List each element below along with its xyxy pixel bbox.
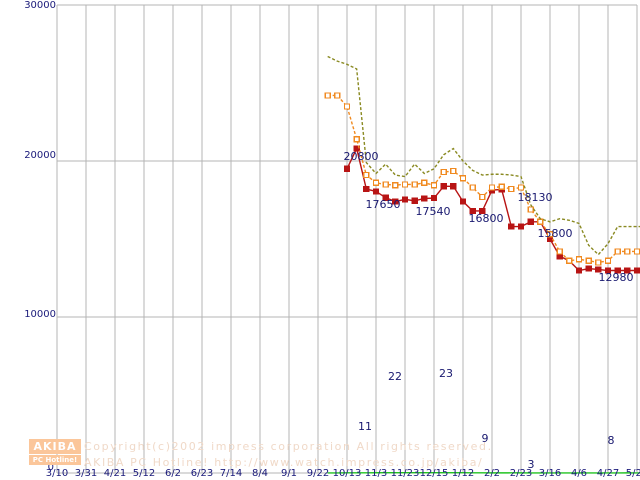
data-point-label: 16800 <box>468 212 504 225</box>
data-point-label: 17650 <box>365 198 401 211</box>
x-tick-label: 4/21 <box>103 468 127 479</box>
x-tick-label: 6/2 <box>164 468 182 479</box>
gridlines <box>56 4 638 474</box>
series-price-high <box>327 55 640 256</box>
x-tick-label: 11/23 <box>390 468 420 479</box>
x-tick-label: 3/16 <box>538 468 562 479</box>
series-price-low <box>343 145 640 274</box>
x-tick-label: 2/2 <box>483 468 501 479</box>
data-point-label: 12980 <box>598 271 634 284</box>
watermark-url-line: AKIBA PC Hotline! http://www.watch.impre… <box>84 456 484 469</box>
x-tick-label: 2/23 <box>509 468 533 479</box>
data-point-label: 23 <box>439 367 453 380</box>
akiba-logo-title: AKIBA <box>29 439 81 454</box>
data-point-label: 18130 <box>517 191 553 204</box>
data-point-label: 17540 <box>415 205 451 218</box>
data-point-label: 11 <box>358 420 372 433</box>
x-tick-label: 4/6 <box>570 468 588 479</box>
x-tick-label: 6/23 <box>190 468 214 479</box>
data-point-label: 15800 <box>537 227 573 240</box>
x-tick-label: 3/31 <box>74 468 98 479</box>
x-tick-label: 11/3 <box>364 468 388 479</box>
x-tick-label: 5/25 <box>625 468 640 479</box>
akiba-logo-subtitle: PC Hotline! <box>29 455 81 465</box>
y-tick-0: 0 <box>47 462 54 473</box>
data-point-label: 3 <box>527 458 535 471</box>
data-point-label: 22 <box>388 370 402 383</box>
x-tick-label: 12/15 <box>419 468 449 479</box>
x-tick-label: 8/4 <box>251 468 269 479</box>
data-point-label: 9 <box>481 432 489 445</box>
y-tick-10000: 10000 <box>24 309 56 320</box>
x-tick-label: 9/22 <box>306 468 330 479</box>
akiba-logo: AKIBA PC Hotline! <box>29 439 81 466</box>
series-price-mid <box>324 92 640 266</box>
y-tick-30000: 30000 <box>24 0 56 11</box>
x-tick-label: 5/12 <box>132 468 156 479</box>
x-tick-label: 9/1 <box>280 468 298 479</box>
x-tick-label: 10/13 <box>332 468 362 479</box>
x-tick-label: 3/10 <box>45 468 69 479</box>
y-tick-20000: 20000 <box>24 150 56 161</box>
x-tick-label: 7/14 <box>219 468 243 479</box>
data-point-label: 8 <box>607 434 615 447</box>
x-tick-label: 1/12 <box>451 468 475 479</box>
x-tick-label: 4/27 <box>596 468 620 479</box>
data-point-label: 20800 <box>343 150 379 163</box>
watermark-copyright-line: Copyright(c)2002 impress corporation All… <box>84 440 493 453</box>
